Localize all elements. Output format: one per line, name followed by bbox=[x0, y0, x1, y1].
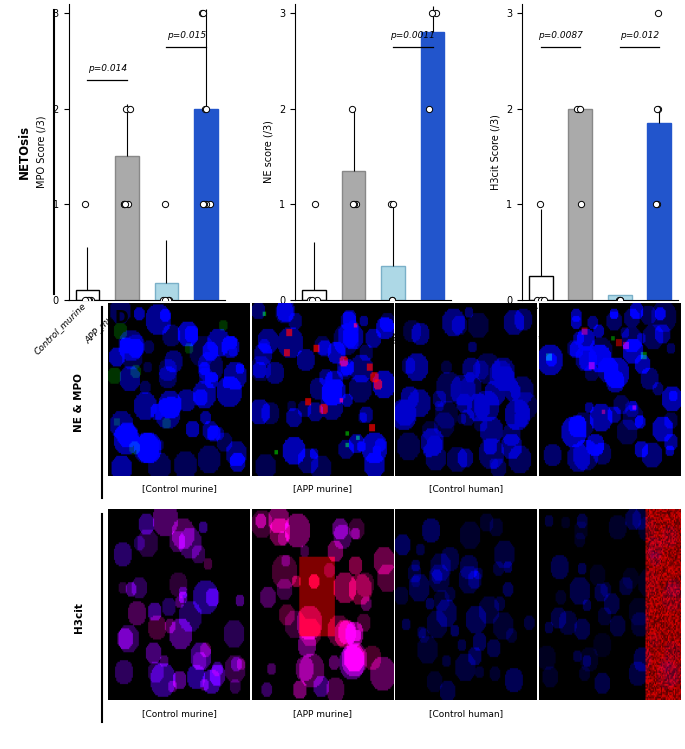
Text: [Control murine]: [Control murine] bbox=[142, 484, 216, 494]
Bar bbox=[194, 109, 218, 300]
Bar bbox=[608, 295, 632, 300]
Bar bbox=[382, 266, 405, 300]
Text: p=0.012: p=0.012 bbox=[620, 31, 659, 40]
Bar bbox=[115, 157, 139, 300]
Y-axis label: NE score (/3): NE score (/3) bbox=[264, 121, 273, 183]
Text: [Control murine]: [Control murine] bbox=[142, 709, 216, 718]
Text: [APP murine]: [APP murine] bbox=[293, 709, 352, 718]
Text: p=0.0087: p=0.0087 bbox=[538, 31, 583, 40]
Bar bbox=[647, 123, 671, 300]
Text: [App human]: [App human] bbox=[580, 709, 639, 718]
Text: D: D bbox=[114, 309, 128, 327]
Text: H3cit: H3cit bbox=[74, 602, 84, 634]
Bar bbox=[75, 290, 99, 300]
Y-axis label: H3cit Score (/3): H3cit Score (/3) bbox=[490, 114, 500, 189]
Text: NETOsis: NETOsis bbox=[18, 124, 31, 179]
Text: p=0.014: p=0.014 bbox=[88, 64, 127, 73]
Text: NE & MPO: NE & MPO bbox=[74, 373, 84, 432]
Text: p=0.0011: p=0.0011 bbox=[390, 31, 435, 40]
Bar bbox=[529, 276, 553, 300]
Text: [App human]: [App human] bbox=[580, 484, 639, 494]
Text: [APP murine]: [APP murine] bbox=[293, 484, 352, 494]
Bar bbox=[569, 109, 592, 300]
Text: p=0.015: p=0.015 bbox=[166, 31, 205, 40]
Text: [Control human]: [Control human] bbox=[429, 709, 503, 718]
Bar bbox=[342, 171, 365, 300]
Text: E: E bbox=[114, 515, 125, 533]
Text: [Control human]: [Control human] bbox=[429, 484, 503, 494]
Y-axis label: MPO Score (/3): MPO Score (/3) bbox=[37, 115, 47, 188]
Bar bbox=[421, 32, 445, 300]
Bar bbox=[302, 290, 326, 300]
Bar bbox=[155, 283, 178, 300]
